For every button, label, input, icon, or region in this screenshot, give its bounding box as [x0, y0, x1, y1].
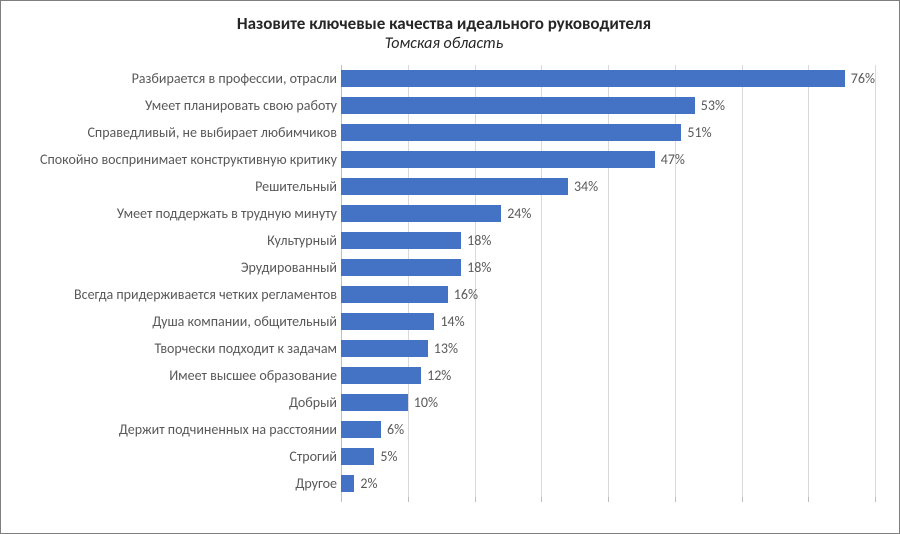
category-label: Спокойно воспринимает конструктивную кри… [13, 146, 341, 173]
gridline [875, 65, 876, 497]
bar [341, 286, 448, 303]
chart-frame: Назовите ключевые качества идеального ру… [0, 0, 900, 534]
y-axis-labels: Разбирается в профессии, отраслиУмеет пл… [13, 65, 341, 497]
bar-value-label: 47% [655, 151, 685, 168]
x-tick [742, 497, 743, 502]
category-label: Строгий [13, 443, 341, 470]
category-label: Справедливый, не выбирает любимчиков [13, 119, 341, 146]
x-tick [475, 497, 476, 502]
bar [341, 259, 461, 276]
bars-region: 76% 53% 51% 47% 34% 24% 18% 18% 16% 14% 13% 12% 10%6… [341, 65, 875, 497]
bar [341, 205, 501, 222]
chart-title: Назовите ключевые качества идеального ру… [13, 13, 875, 34]
category-label: Умеет поддержать в трудную минуту [13, 200, 341, 227]
x-axis-ticks [341, 497, 875, 502]
category-label: Культурный [13, 227, 341, 254]
bar [341, 70, 845, 87]
category-label: Творчески подходит к задачам [13, 335, 341, 362]
category-label: Решительный [13, 173, 341, 200]
bar [341, 367, 421, 384]
bar-value-label: 18% [461, 232, 491, 249]
bar-value-label: 10% [408, 394, 438, 411]
x-axis [13, 497, 875, 502]
bar [341, 97, 695, 114]
x-tick [408, 497, 409, 502]
bar-value-label: 6% [381, 421, 404, 438]
bar [341, 151, 655, 168]
bar-row: 47% [341, 146, 875, 173]
bar-value-label: 5% [374, 448, 397, 465]
bar-row: 14% [341, 308, 875, 335]
bar-row: 53% [341, 92, 875, 119]
bar-row: 18% [341, 227, 875, 254]
bar-row: 10% [341, 389, 875, 416]
bar-value-label: 14% [434, 313, 464, 330]
plot-area: Разбирается в профессии, отраслиУмеет пл… [13, 65, 875, 497]
bar [341, 178, 568, 195]
bar-row: 18% [341, 254, 875, 281]
bar [341, 475, 354, 492]
bar-value-label: 34% [568, 178, 598, 195]
bar-row: 16% [341, 281, 875, 308]
bar [341, 124, 681, 141]
category-label: Всегда придерживается четких регламентов [13, 281, 341, 308]
bar [341, 340, 428, 357]
category-label: Умеет планировать свою работу [13, 92, 341, 119]
bar-row: 5% [341, 443, 875, 470]
x-tick [875, 497, 876, 502]
bar-value-label: 24% [501, 205, 531, 222]
category-label: Эрудированный [13, 254, 341, 281]
chart-subtitle: Томская область [13, 34, 875, 53]
x-tick [608, 497, 609, 502]
bar-row: 13% [341, 335, 875, 362]
bar-value-label: 13% [428, 340, 458, 357]
category-label: Держит подчиненных на расстоянии [13, 416, 341, 443]
bar-value-label: 18% [461, 259, 491, 276]
category-label: Другое [13, 470, 341, 497]
bar [341, 313, 434, 330]
x-tick [541, 497, 542, 502]
bar [341, 232, 461, 249]
bar-row: 24% [341, 200, 875, 227]
category-label: Разбирается в профессии, отрасли [13, 65, 341, 92]
category-label: Добрый [13, 389, 341, 416]
x-tick [675, 497, 676, 502]
bar-row: 12% [341, 362, 875, 389]
bar-row: 76% [341, 65, 875, 92]
bar-value-label: 12% [421, 367, 451, 384]
bar-value-label: 53% [695, 97, 725, 114]
category-label: Имеет высшее образование [13, 362, 341, 389]
x-tick [808, 497, 809, 502]
bar-value-label: 2% [354, 475, 377, 492]
bar-value-label: 16% [448, 286, 478, 303]
bar-value-label: 76% [845, 70, 875, 87]
bar-row: 6% [341, 416, 875, 443]
category-label: Душа компании, общительный [13, 308, 341, 335]
bar [341, 394, 408, 411]
bars-container: 76% 53% 51% 47% 34% 24% 18% 18% 16% 14% 13% 12% 10%6… [341, 65, 875, 497]
bar [341, 421, 381, 438]
bar-row: 34% [341, 173, 875, 200]
bar [341, 448, 374, 465]
bar-row: 51% [341, 119, 875, 146]
bar-row: 2% [341, 470, 875, 497]
x-tick [341, 497, 342, 502]
bar-value-label: 51% [681, 124, 711, 141]
